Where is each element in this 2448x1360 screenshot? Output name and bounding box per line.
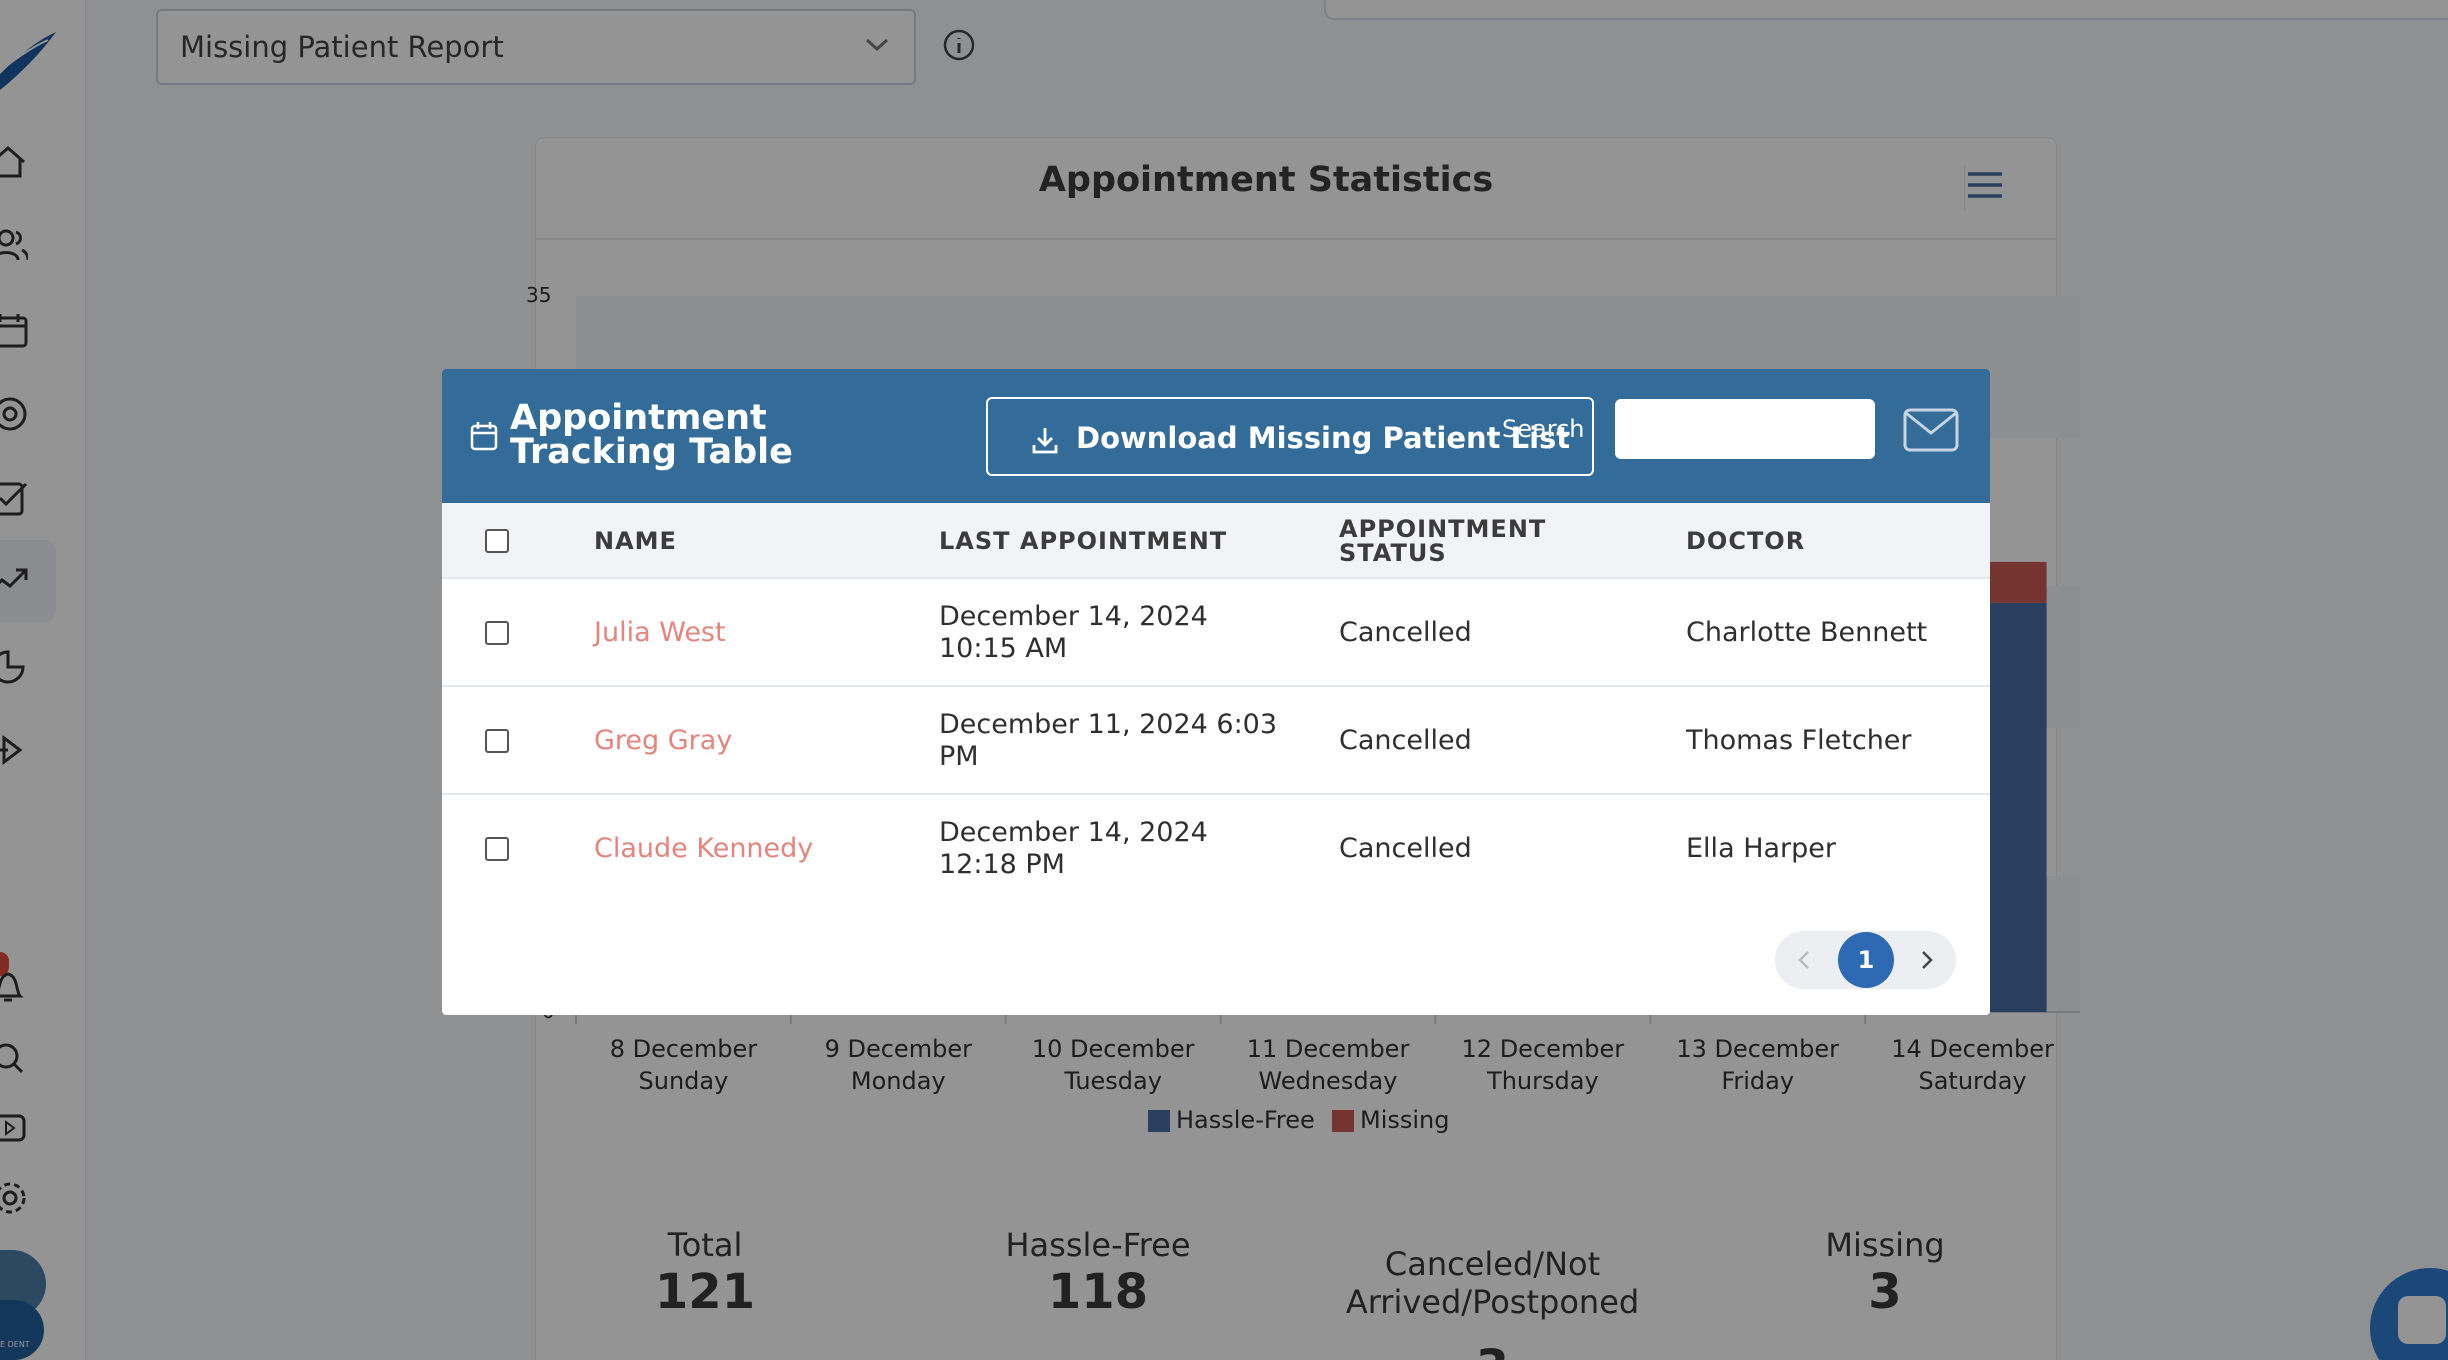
users-icon[interactable] [0, 228, 28, 264]
stat-label: Missing [1825, 1226, 1945, 1264]
column-header-name[interactable]: NAME [594, 527, 677, 555]
last-appointment: December 14, 2024 12:18 PM [939, 817, 1208, 880]
x-tick-label: Wednesday [1259, 1067, 1398, 1095]
doctor-name: Charlotte Bennett [1686, 617, 1928, 648]
x-tick-label: 12 December [1462, 1035, 1625, 1063]
mail-icon[interactable] [1902, 407, 1960, 453]
x-tick-label: Tuesday [1063, 1067, 1162, 1095]
legend-swatch [1332, 1110, 1354, 1132]
chevron-left-icon [1798, 951, 1809, 969]
x-tick-label: 13 December [1676, 1035, 1839, 1063]
top-bar [1324, 0, 2448, 20]
notification-badge [0, 952, 9, 976]
modal-title: Appointment Tracking Table [510, 398, 793, 472]
last-appointment: December 11, 2024 6:03 PM [939, 709, 1278, 772]
card-title: Appointment Statistics [1038, 160, 1494, 200]
column-header-status[interactable]: APPOINTMENT STATUS [1339, 515, 1547, 567]
info-icon[interactable] [942, 28, 976, 62]
appointment-status: Cancelled [1339, 833, 1472, 864]
search-input[interactable] [1615, 399, 1875, 459]
search-label: Search [1502, 415, 1585, 443]
x-tick-label: Friday [1721, 1067, 1794, 1095]
stat-value: 3 [1868, 1264, 1902, 1320]
x-tick-label: 9 December [825, 1035, 972, 1063]
stat-label: Hassle-Free [1005, 1226, 1191, 1264]
doctor-name: Ella Harper [1686, 833, 1836, 864]
x-tick-label: 8 December [610, 1035, 757, 1063]
checklist-icon[interactable] [0, 480, 28, 516]
stat-value: 3 [1320, 1340, 1665, 1360]
stat-missing: Missing 3 [1790, 1226, 1980, 1320]
pie-chart-icon[interactable] [0, 648, 28, 684]
table-row: Greg Gray December 11, 2024 6:03 PM Canc… [442, 687, 1990, 795]
download-label: Download Missing Patient List [1076, 421, 1571, 455]
x-tick-label: Monday [851, 1067, 946, 1095]
download-missing-list-button[interactable]: Download Missing Patient List [986, 397, 1594, 476]
download-icon [1032, 428, 1058, 454]
trend-icon[interactable] [0, 564, 28, 600]
video-icon[interactable] [0, 1110, 28, 1146]
next-page-button[interactable] [1898, 931, 1956, 989]
chevron-right-icon [1922, 951, 1933, 969]
appointment-status: Cancelled [1339, 725, 1472, 756]
search-icon[interactable] [0, 1040, 28, 1076]
x-tick-label: Thursday [1486, 1067, 1599, 1095]
table-row: Julia West December 14, 2024 10:15 AM Ca… [442, 579, 1990, 687]
logo-icon[interactable] [0, 24, 60, 94]
stat-label: Total [667, 1226, 743, 1264]
patient-name-link[interactable]: Claude Kennedy [594, 833, 814, 864]
row-checkbox[interactable] [485, 621, 509, 645]
stat-total: Total 121 [600, 1226, 810, 1320]
bell-icon[interactable] [0, 968, 28, 1004]
report-type-value: Missing Patient Report [180, 30, 504, 64]
x-tick-label: Saturday [1918, 1067, 2026, 1095]
stat-hassle-free: Hassle-Free 118 [978, 1226, 1218, 1320]
sidebar-active-indicator [0, 540, 56, 622]
column-header-last-appointment[interactable]: LAST APPOINTMENT [939, 527, 1228, 555]
home-icon[interactable] [0, 144, 28, 180]
report-type-select[interactable]: Missing Patient Report [156, 9, 916, 85]
patient-name-link[interactable]: Julia West [594, 617, 726, 648]
calendar-icon [470, 422, 498, 451]
x-tick-label: 11 December [1247, 1035, 1410, 1063]
divider [1964, 166, 1965, 210]
column-header-doctor[interactable]: DOCTOR [1686, 527, 1806, 555]
x-tick-label: 10 December [1032, 1035, 1195, 1063]
chevron-down-icon [865, 38, 889, 52]
appointment-tracking-modal: Appointment Tracking Table Download Miss… [442, 369, 1990, 1015]
page-1-button[interactable]: 1 [1838, 932, 1894, 988]
prev-page-button[interactable] [1775, 931, 1833, 989]
stat-value: 121 [654, 1264, 756, 1320]
table-header: NAME LAST APPOINTMENT APPOINTMENT STATUS… [442, 503, 1990, 579]
patient-name-link[interactable]: Greg Gray [594, 725, 733, 756]
legend-swatch [1148, 1110, 1170, 1132]
stat-canceled: Canceled/Not Arrived/Postponed 3 [1320, 1226, 1665, 1360]
support-icon[interactable] [0, 396, 28, 432]
legend-label: Missing [1360, 1106, 1450, 1134]
select-all-checkbox[interactable] [485, 529, 509, 553]
divider [536, 238, 2058, 240]
modal-header: Appointment Tracking Table Download Miss… [442, 369, 1990, 503]
x-tick-label: Sunday [639, 1067, 729, 1095]
row-checkbox[interactable] [485, 729, 509, 753]
table-row: Claude Kennedy December 14, 2024 12:18 P… [442, 795, 1990, 903]
y-tick-label: 35 [526, 283, 551, 307]
calendar-icon[interactable] [0, 312, 28, 348]
forward-icon[interactable] [0, 732, 28, 768]
menu-icon[interactable] [1966, 170, 2004, 200]
x-tick-label: 14 December [1891, 1035, 2054, 1063]
appointment-status: Cancelled [1339, 617, 1472, 648]
stat-label: Canceled/Not Arrived/Postponed [1345, 1245, 1640, 1321]
stat-value: 118 [1047, 1264, 1149, 1320]
last-appointment: December 14, 2024 10:15 AM [939, 601, 1208, 664]
row-checkbox[interactable] [485, 837, 509, 861]
doctor-name: Thomas Fletcher [1686, 725, 1912, 756]
legend-label: Hassle-Free [1176, 1106, 1315, 1134]
sidebar: E DENT [0, 0, 86, 1360]
gear-icon[interactable] [0, 1180, 28, 1216]
